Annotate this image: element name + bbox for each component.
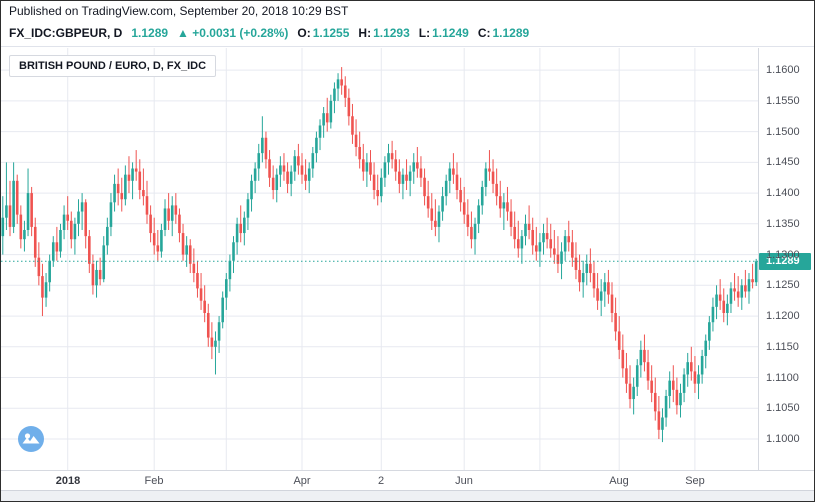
published-line: Published on TradingView.com, September … [9, 4, 349, 18]
change-arrow-icon: ▲ [177, 26, 189, 40]
symbol-info-line: FX_IDC:GBPEUR, D 1.1289 ▲ +0.0031 (+0.28%)… [1, 22, 814, 46]
bottom-toolbar-strip [1, 490, 814, 501]
price-tick-label: 1.1400 [766, 187, 800, 199]
low-value: 1.1249 [432, 26, 469, 40]
price-tick-label: 1.1550 [766, 95, 800, 107]
high-value: 1.1293 [373, 26, 410, 40]
time-tick-label: Feb [144, 475, 164, 487]
price-tick-label: 1.1450 [766, 156, 800, 168]
time-tick-label: 2 [377, 475, 385, 487]
price-tick-label: 1.1150 [766, 341, 799, 353]
price-change: +0.0031 (+0.28%) [192, 26, 289, 40]
price-tick-label: 1.1050 [766, 402, 800, 414]
price-tick-label: 1.1200 [766, 310, 800, 322]
last-price: 1.1289 [131, 26, 169, 40]
time-axis[interactable]: 2018 Feb Apr 2 Jun Aug Sep [1, 470, 814, 490]
last-price-badge: 1.1289 [759, 253, 811, 270]
time-tick-label: Aug [609, 475, 629, 487]
open-value: 1.1255 [312, 26, 350, 40]
chart-region: BRITISH POUND / EURO, D, FX_IDC 1.1289 1… [1, 46, 814, 471]
price-tick-label: 1.1100 [766, 372, 799, 384]
time-tick-label: Jun [455, 475, 473, 487]
low-label: L: [418, 26, 431, 40]
price-tick-label: 1.1600 [766, 64, 800, 76]
chart-legend: BRITISH POUND / EURO, D, FX_IDC [9, 55, 217, 77]
price-axis[interactable]: 1.1289 1.1600 1.1550 1.1500 1.1450 1.1400 1.1… [758, 48, 814, 471]
candlestick-chart[interactable] [1, 48, 758, 471]
chart-plot[interactable] [1, 48, 758, 471]
time-tick-label: 2018 [55, 475, 81, 487]
high-label: H: [358, 26, 372, 40]
price-tick-label: 1.1000 [766, 433, 800, 445]
close-label: C: [477, 26, 491, 40]
tradingview-logo-icon[interactable] [17, 425, 45, 453]
price-tick-label: 1.1300 [766, 249, 800, 261]
time-tick-label: Apr [293, 475, 311, 487]
open-label: O: [297, 26, 311, 40]
price-tick-label: 1.1250 [766, 279, 800, 291]
close-value: 1.1289 [492, 26, 530, 40]
symbol-name: FX_IDC:GBPEUR, D [9, 26, 123, 40]
price-tick-label: 1.1500 [766, 126, 800, 138]
time-tick-label: Sep [685, 475, 705, 487]
price-tick-label: 1.1350 [766, 218, 800, 230]
